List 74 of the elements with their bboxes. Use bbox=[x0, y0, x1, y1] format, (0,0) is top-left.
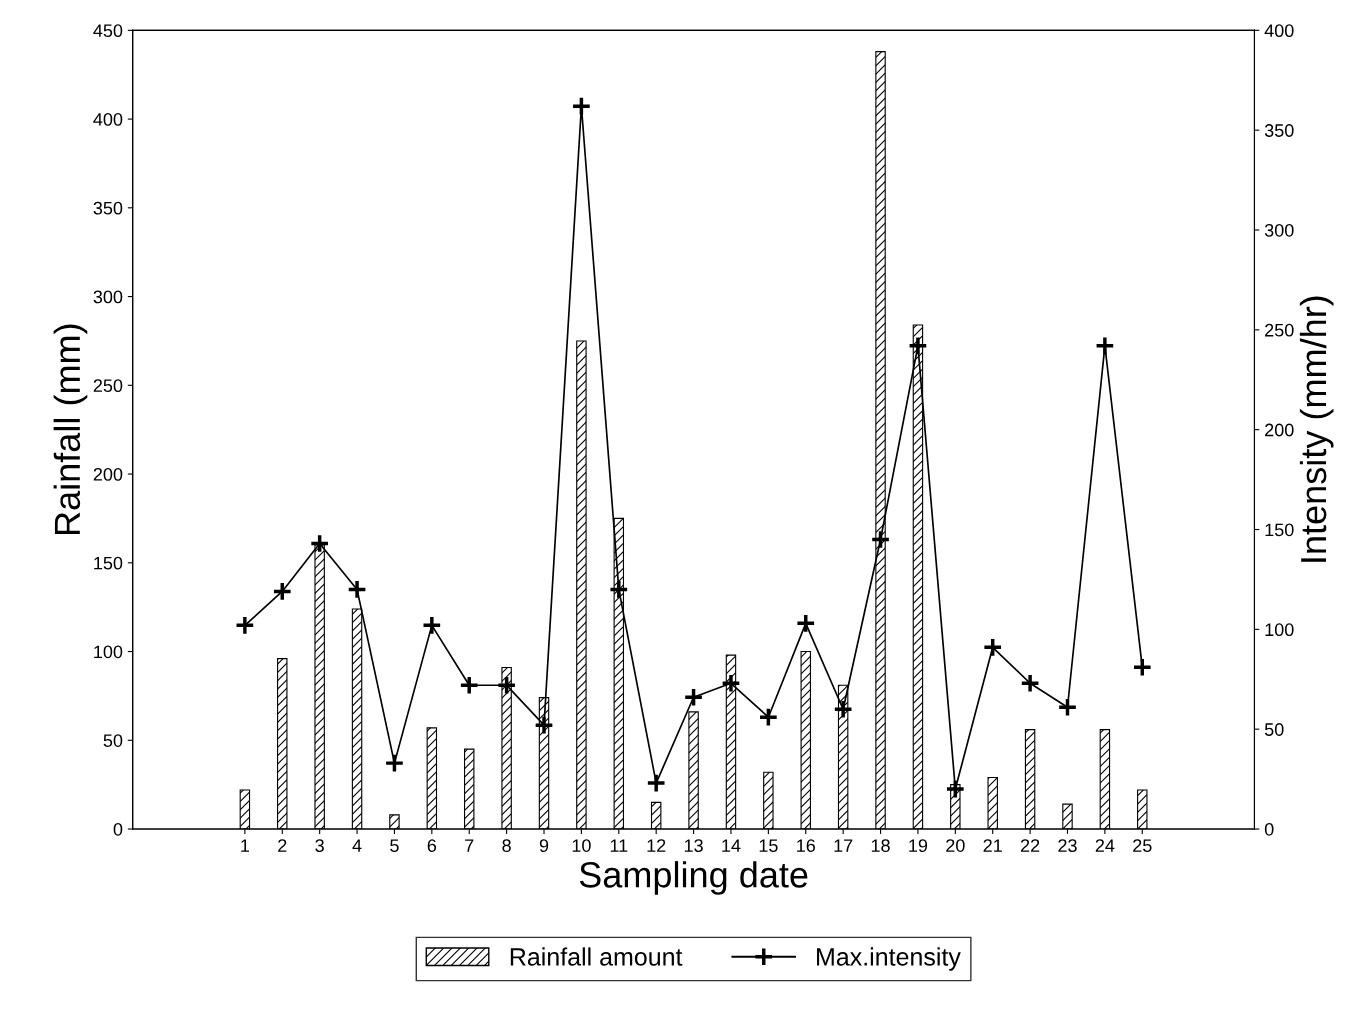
point bbox=[720, 673, 742, 694]
y2-axis-title: Intensity (mm/hr) bbox=[1299, 296, 1334, 562]
x-tick-label: 23 bbox=[1058, 839, 1077, 852]
y-tick-label: 300 bbox=[93, 290, 123, 304]
point bbox=[234, 615, 255, 636]
x-tick-label: 12 bbox=[647, 839, 666, 852]
point bbox=[945, 779, 966, 800]
y-tick-label: 150 bbox=[94, 556, 123, 570]
point bbox=[571, 96, 592, 117]
x-tick-label: 17 bbox=[834, 839, 853, 852]
x-tick-label: 25 bbox=[1133, 839, 1152, 852]
x-tick-label: 8 bbox=[502, 839, 511, 852]
y-tick-label: 200 bbox=[93, 467, 123, 481]
x-axis-title: Sampling date bbox=[579, 861, 808, 895]
x-tick-label: 14 bbox=[722, 839, 741, 852]
x-tick-label: 13 bbox=[684, 839, 703, 852]
point bbox=[533, 715, 555, 736]
x-tick-label: 2 bbox=[278, 839, 287, 852]
x-tick-label: 9 bbox=[539, 839, 549, 852]
point bbox=[421, 615, 442, 636]
x-tick-label: 21 bbox=[983, 839, 1002, 852]
x-tick-label: 4 bbox=[352, 839, 362, 852]
y-tick-label: 0 bbox=[113, 822, 123, 836]
y2-tick-label: 200 bbox=[1265, 423, 1294, 437]
y2-tick-label: 0 bbox=[1264, 822, 1274, 836]
x-tick-label: 7 bbox=[465, 839, 474, 852]
x-tick-label: 1 bbox=[241, 839, 250, 852]
y-tick-label: 400 bbox=[93, 113, 123, 126]
y-tick-label: 100 bbox=[94, 645, 123, 659]
point bbox=[683, 687, 704, 708]
y-tick-label: 50 bbox=[103, 734, 123, 747]
point bbox=[833, 699, 854, 720]
y2-tick-label: 50 bbox=[1264, 723, 1284, 736]
x-tick-label: 16 bbox=[797, 839, 815, 852]
point bbox=[870, 529, 891, 550]
x-tick-label: 22 bbox=[1020, 839, 1040, 852]
y2-tick-label: 100 bbox=[1265, 623, 1294, 637]
point bbox=[309, 533, 330, 554]
point bbox=[459, 675, 480, 696]
y-tick-label: 450 bbox=[93, 24, 123, 38]
x-tick-label: 18 bbox=[871, 839, 890, 852]
point bbox=[646, 773, 667, 794]
point bbox=[795, 613, 816, 634]
y2-tick-label: 350 bbox=[1264, 124, 1294, 137]
x-tick-label: 24 bbox=[1095, 839, 1115, 852]
point bbox=[1057, 697, 1078, 718]
y2-tick-label: 400 bbox=[1264, 24, 1294, 38]
x-tick-label: 20 bbox=[946, 839, 965, 852]
x-tick-label: 19 bbox=[909, 839, 928, 852]
y2-tick-label: 250 bbox=[1265, 323, 1294, 337]
point bbox=[1094, 335, 1115, 356]
x-tick-label: 11 bbox=[610, 839, 628, 852]
point bbox=[758, 707, 779, 728]
point bbox=[1132, 657, 1153, 678]
y2-tick-label: 300 bbox=[1264, 223, 1294, 237]
point bbox=[272, 581, 293, 602]
point bbox=[907, 335, 928, 356]
y2-tick-label: 150 bbox=[1265, 523, 1294, 537]
legend-label: Max.intensity bbox=[817, 947, 961, 971]
x-tick-label: 10 bbox=[572, 839, 591, 852]
x-tick-label: 15 bbox=[759, 839, 778, 852]
point bbox=[1020, 673, 1041, 694]
y-axis-title: Rainfall (mm) bbox=[53, 324, 88, 535]
point bbox=[608, 579, 629, 600]
y-tick-label: 250 bbox=[93, 379, 123, 393]
point bbox=[384, 753, 405, 774]
point bbox=[982, 637, 1003, 658]
x-tick-label: 3 bbox=[315, 839, 324, 852]
point bbox=[496, 675, 517, 696]
legend-label: Rainfall amount bbox=[510, 947, 683, 966]
x-tick-label: 5 bbox=[390, 839, 399, 852]
x-tick-label: 6 bbox=[427, 839, 437, 852]
point bbox=[346, 579, 368, 600]
y-tick-label: 350 bbox=[93, 201, 123, 215]
